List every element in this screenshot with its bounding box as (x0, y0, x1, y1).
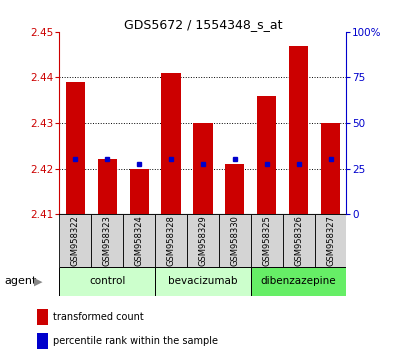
Text: GSM958327: GSM958327 (325, 215, 334, 266)
Bar (155, 267, 250, 296)
Bar (161, 73, 180, 214)
Text: GSM958328: GSM958328 (166, 215, 175, 266)
Text: GSM958330: GSM958330 (230, 215, 239, 266)
Text: agent: agent (4, 276, 36, 286)
Bar (282, 214, 314, 267)
Bar (218, 214, 250, 267)
Bar (288, 46, 308, 214)
Text: percentile rank within the sample: percentile rank within the sample (53, 336, 218, 346)
Bar (66, 82, 85, 214)
Bar (129, 169, 148, 214)
Bar (225, 164, 244, 214)
Bar (250, 267, 346, 296)
Bar (91, 214, 123, 267)
Bar (97, 160, 117, 214)
Text: GSM958323: GSM958323 (103, 215, 112, 266)
Bar (59, 267, 155, 296)
Bar (37, 333, 48, 349)
Bar (59, 214, 91, 267)
Text: control: control (89, 276, 125, 286)
Text: GSM958329: GSM958329 (198, 215, 207, 266)
Text: transformed count: transformed count (53, 312, 144, 322)
Bar (37, 309, 48, 325)
Text: bevacizumab: bevacizumab (168, 276, 237, 286)
Text: GSM958322: GSM958322 (71, 215, 80, 266)
Text: GSM958325: GSM958325 (262, 215, 271, 266)
Bar (155, 214, 187, 267)
Text: ▶: ▶ (34, 276, 42, 286)
Bar (256, 96, 276, 214)
Text: dibenzazepine: dibenzazepine (260, 276, 336, 286)
Bar (314, 214, 346, 267)
Bar (187, 214, 218, 267)
Bar (123, 214, 155, 267)
Bar (250, 214, 282, 267)
Title: GDS5672 / 1554348_s_at: GDS5672 / 1554348_s_at (124, 18, 281, 31)
Text: GSM958326: GSM958326 (293, 215, 302, 266)
Text: GSM958324: GSM958324 (134, 215, 143, 266)
Bar (193, 123, 212, 214)
Bar (320, 123, 339, 214)
